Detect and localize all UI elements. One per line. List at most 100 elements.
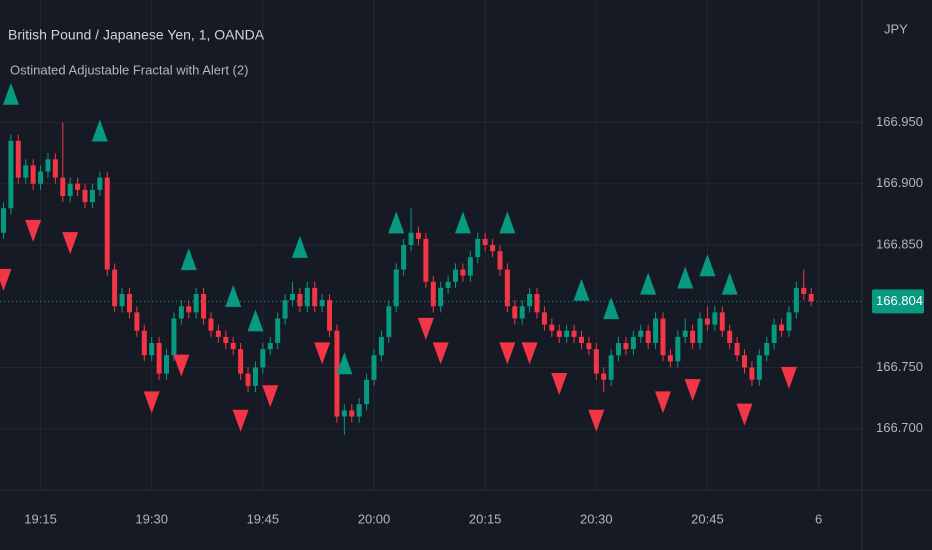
candle-body bbox=[445, 281, 451, 288]
candle-body bbox=[601, 373, 607, 380]
candle-body bbox=[438, 287, 444, 307]
fractal-up-marker bbox=[699, 254, 716, 277]
fractal-up-marker bbox=[499, 211, 516, 234]
fractal-down-marker bbox=[143, 391, 160, 414]
candle-body bbox=[223, 336, 229, 343]
fractal-up-marker bbox=[291, 235, 308, 258]
candle-body bbox=[497, 251, 503, 270]
candle-body bbox=[593, 349, 599, 374]
candle-body bbox=[697, 318, 703, 343]
fractal-up-marker bbox=[91, 119, 108, 142]
candle-body bbox=[245, 373, 251, 386]
candle-body bbox=[178, 306, 184, 319]
x-tick-label: 19:30 bbox=[135, 511, 168, 526]
candle-body bbox=[208, 318, 214, 331]
candle-body bbox=[89, 189, 95, 203]
candle-body bbox=[704, 318, 710, 325]
symbol-title: British Pound / Japanese Yen, 1, OANDA bbox=[8, 27, 265, 43]
candle-body bbox=[215, 330, 221, 337]
candle-body bbox=[297, 294, 303, 307]
fractal-up-marker bbox=[603, 297, 620, 320]
candle-body bbox=[423, 238, 429, 282]
fractal-down-marker bbox=[0, 268, 12, 291]
fractal-down-marker bbox=[262, 385, 279, 408]
candle-body bbox=[349, 410, 355, 417]
candle-body bbox=[267, 343, 273, 350]
candle-body bbox=[460, 269, 466, 276]
candle-body bbox=[38, 171, 44, 184]
fractal-down-marker bbox=[736, 403, 753, 426]
fractal-down-marker bbox=[173, 354, 190, 377]
fractal-up-marker bbox=[721, 272, 738, 295]
candle-body bbox=[616, 343, 622, 356]
candle-body bbox=[749, 367, 755, 380]
candle-body bbox=[119, 294, 125, 307]
candle-body bbox=[771, 324, 777, 343]
fractal-down-marker bbox=[684, 379, 701, 402]
candle-body bbox=[52, 159, 58, 178]
candle-body bbox=[527, 294, 533, 307]
candle-body bbox=[156, 343, 162, 374]
candle-body bbox=[401, 245, 407, 270]
x-tick-label: 20:45 bbox=[691, 511, 724, 526]
fractal-up-marker bbox=[573, 278, 590, 301]
fractal-up-marker bbox=[454, 211, 471, 234]
candle-body bbox=[623, 343, 629, 350]
candle-body bbox=[408, 232, 414, 245]
y-tick-label: 166.850 bbox=[876, 236, 923, 251]
candle-body bbox=[371, 355, 377, 380]
candle-body bbox=[608, 355, 614, 380]
candle-body bbox=[653, 318, 659, 343]
candle-body bbox=[260, 349, 266, 368]
candle-body bbox=[727, 330, 733, 343]
y-tick-label: 166.900 bbox=[876, 175, 923, 190]
candle-body bbox=[578, 336, 584, 343]
fractal-down-marker bbox=[521, 342, 538, 365]
candle-body bbox=[512, 306, 518, 319]
candle-body bbox=[630, 336, 636, 350]
fractal-up-marker bbox=[2, 82, 19, 105]
candle-body bbox=[275, 318, 281, 343]
candle-body bbox=[504, 269, 510, 307]
fractal-up-marker bbox=[180, 248, 197, 271]
candle-body bbox=[364, 379, 370, 405]
candle-body bbox=[556, 330, 562, 337]
candle-body bbox=[453, 269, 459, 282]
candle-body bbox=[312, 287, 318, 307]
fractal-down-marker bbox=[232, 409, 249, 432]
fractal-down-marker bbox=[314, 342, 331, 365]
candle-body bbox=[134, 312, 140, 331]
candle-body bbox=[60, 177, 66, 196]
candle-body bbox=[356, 404, 362, 417]
y-tick-label: 166.950 bbox=[876, 114, 923, 129]
candle-body bbox=[467, 257, 473, 276]
fractal-up-marker bbox=[247, 309, 264, 332]
candle-body bbox=[1, 208, 6, 233]
candle-body bbox=[534, 294, 540, 313]
last-price-box bbox=[872, 289, 924, 314]
candle-body bbox=[141, 330, 147, 356]
x-tick-label: 20:00 bbox=[358, 511, 391, 526]
plot bbox=[0, 82, 862, 435]
candle-body bbox=[112, 269, 118, 307]
candle-body bbox=[645, 330, 651, 343]
indicator-name: Ostinated Adjustable Fractal with Alert … bbox=[10, 62, 248, 77]
candle-body bbox=[415, 232, 421, 239]
candle-body bbox=[712, 312, 718, 325]
candle-body bbox=[779, 324, 785, 331]
x-tick-label: 6 bbox=[815, 511, 822, 526]
candle-body bbox=[793, 287, 799, 313]
candle-body bbox=[30, 165, 36, 184]
candle-body bbox=[549, 324, 555, 331]
candle-body bbox=[786, 312, 792, 331]
fractal-up-marker bbox=[225, 284, 242, 307]
fractal-down-marker bbox=[654, 391, 671, 414]
candle-body bbox=[252, 367, 258, 386]
candle-body bbox=[104, 177, 110, 270]
fractal-up-marker bbox=[640, 272, 657, 295]
last-price-label: 166.804 bbox=[876, 293, 923, 308]
candle-body bbox=[378, 336, 384, 356]
candle-body bbox=[490, 245, 496, 252]
